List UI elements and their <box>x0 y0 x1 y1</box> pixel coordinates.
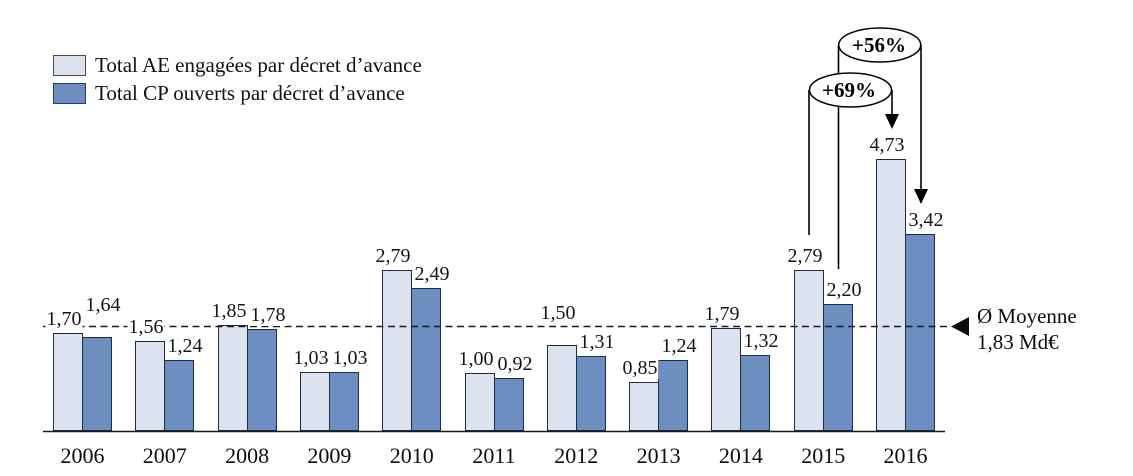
average-line-label: Ø Moyenne 1,83 Md€ <box>977 303 1077 355</box>
bar-ae-2008 <box>218 325 248 431</box>
axis-label-2006: 2006 <box>60 443 105 468</box>
bar-ae-2014 <box>711 328 741 431</box>
value-label-ae-2006: 1,70 <box>45 308 83 330</box>
bar-ae-2007 <box>135 341 165 431</box>
value-label-cp-2013: 1,24 <box>660 335 698 357</box>
legend-swatch-cp <box>53 82 86 104</box>
legend: Total AE engagées par décret d’avance To… <box>53 54 422 110</box>
value-label-ae-2013: 0,85 <box>621 357 659 379</box>
bar-ae-2012 <box>547 345 577 431</box>
bar-cp-2013 <box>658 360 688 431</box>
value-label-ae-2010: 2,79 <box>374 245 412 267</box>
axis-label-2012: 2012 <box>554 443 599 468</box>
bar-cp-2014 <box>740 355 770 431</box>
value-label-cp-2010: 2,49 <box>413 263 451 285</box>
legend-item-cp: Total CP ouverts par décret d’avance <box>53 82 422 104</box>
legend-item-ae: Total AE engagées par décret d’avance <box>53 54 422 76</box>
bar-cp-2008 <box>247 329 277 431</box>
axis-label-2016: 2016 <box>883 443 928 468</box>
bar-cp-2007 <box>164 360 194 431</box>
legend-swatch-ae <box>53 54 86 76</box>
value-label-cp-2015: 2,20 <box>825 279 863 301</box>
value-label-cp-2016: 3,42 <box>907 209 945 231</box>
value-label-cp-2012: 1,31 <box>578 331 616 353</box>
average-line-label-line2: 1,83 Md€ <box>977 330 1059 354</box>
average-line-label-line1: Ø Moyenne <box>977 304 1077 328</box>
bar-ae-2015 <box>794 270 824 431</box>
value-label-ae-2007: 1,56 <box>127 316 165 338</box>
axis-label-2013: 2013 <box>636 443 681 468</box>
axis-label-2009: 2009 <box>307 443 352 468</box>
bar-cp-2010 <box>411 288 441 431</box>
axis-label-2011: 2011 <box>472 443 516 468</box>
axis-label-2007: 2007 <box>142 443 187 468</box>
bar-cp-2009 <box>329 372 359 431</box>
value-label-ae-2008: 1,85 <box>210 300 248 322</box>
axis-label-2015: 2015 <box>801 443 846 468</box>
bar-cp-2012 <box>576 356 606 431</box>
bar-ae-2009 <box>300 372 330 431</box>
bar-cp-2006 <box>82 337 112 431</box>
value-label-cp-2014: 1,32 <box>742 330 780 352</box>
bar-cp-2011 <box>494 378 524 431</box>
annotation-bubble-label-ae-growth: +69% <box>822 78 876 102</box>
bar-ae-2006 <box>53 333 83 431</box>
value-label-cp-2011: 0,92 <box>496 353 534 375</box>
value-label-ae-2011: 1,00 <box>457 348 495 370</box>
bar-ae-2010 <box>382 270 412 431</box>
annotation-bubble-label-cp-growth: +56% <box>852 33 906 57</box>
bar-cp-2015 <box>823 304 853 431</box>
value-label-ae-2009: 1,03 <box>292 347 330 369</box>
legend-label-cp: Total CP ouverts par décret d’avance <box>95 81 405 105</box>
annotation-arrowhead-cp <box>914 189 928 204</box>
axis-label-2014: 2014 <box>718 443 763 468</box>
value-label-ae-2014: 1,79 <box>703 303 741 325</box>
average-line-arrowhead <box>951 317 969 336</box>
annotation-arrowhead-ae <box>885 114 899 129</box>
value-label-cp-2007: 1,24 <box>166 335 204 357</box>
bar-cp-2016 <box>905 234 935 431</box>
legend-label-ae: Total AE engagées par décret d’avance <box>95 53 422 77</box>
bar-ae-2016 <box>876 159 906 431</box>
value-label-ae-2016: 4,73 <box>868 134 906 156</box>
value-label-ae-2012: 1,50 <box>539 302 577 324</box>
axis-label-2008: 2008 <box>225 443 270 468</box>
value-label-cp-2009: 1,03 <box>331 347 369 369</box>
value-label-cp-2006: 1,64 <box>84 294 122 316</box>
axis-label-2010: 2010 <box>389 443 434 468</box>
bar-ae-2011 <box>465 373 495 431</box>
bar-ae-2013 <box>629 382 659 431</box>
value-label-cp-2008: 1,78 <box>249 304 287 326</box>
value-label-ae-2015: 2,79 <box>786 245 824 267</box>
